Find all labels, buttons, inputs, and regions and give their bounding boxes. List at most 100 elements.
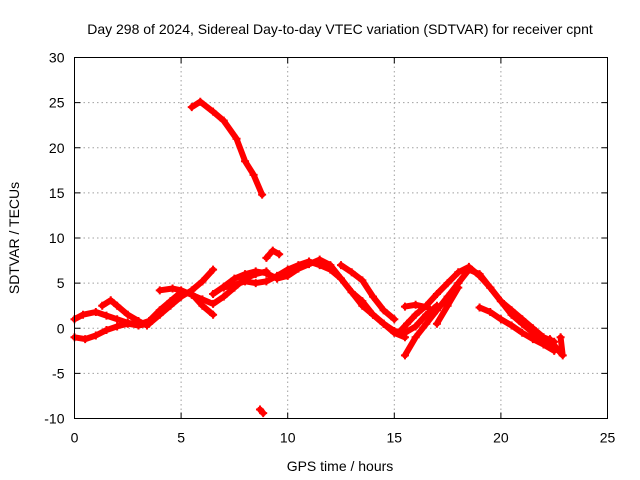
series-point — [368, 310, 377, 319]
series-point — [400, 333, 409, 342]
series-point — [411, 300, 420, 309]
series-point — [422, 310, 431, 319]
series-point — [113, 315, 122, 324]
x-tick-label: 15 — [387, 430, 403, 446]
series-point — [134, 317, 143, 326]
series-point — [187, 103, 196, 112]
series-point — [379, 306, 388, 315]
y-tick-label: 15 — [49, 185, 65, 201]
series-point — [241, 157, 250, 166]
series-point — [432, 289, 441, 298]
y-tick-label: 30 — [49, 50, 65, 66]
series-point — [155, 306, 164, 315]
y-tick-label: 0 — [57, 320, 65, 336]
series-point — [400, 302, 409, 311]
series-point — [91, 308, 100, 317]
series-point — [422, 319, 431, 328]
series-point — [113, 301, 122, 310]
series-point — [209, 265, 218, 274]
x-tick-label: 0 — [71, 430, 79, 446]
series-point — [79, 310, 88, 319]
series-point — [98, 301, 107, 310]
series-point — [424, 303, 433, 312]
y-tick-label: 20 — [49, 140, 65, 156]
series-point — [283, 265, 292, 274]
series-line-1 — [188, 98, 266, 198]
series-point — [507, 306, 516, 315]
series-point — [275, 250, 284, 259]
series-point — [496, 297, 505, 306]
chart-title: Day 298 of 2024, Sidereal Day-to-day VTE… — [87, 21, 593, 37]
x-axis-label: GPS time / hours — [287, 458, 394, 474]
series-point — [518, 315, 527, 324]
series-point — [102, 311, 111, 320]
series-point — [403, 319, 412, 328]
series-point — [539, 340, 548, 349]
series-point — [113, 322, 122, 331]
series-point — [552, 344, 561, 353]
series-point — [394, 328, 403, 337]
series-point — [443, 279, 452, 288]
series-point — [528, 324, 537, 333]
series-point — [209, 107, 218, 116]
series-point — [545, 335, 554, 344]
data-series — [70, 97, 567, 418]
series-point — [251, 279, 260, 288]
series-point — [232, 134, 241, 143]
series-point — [268, 246, 277, 255]
y-tick-label: -10 — [44, 411, 64, 427]
series-point — [486, 308, 495, 317]
series-point — [454, 283, 463, 292]
series-point — [411, 322, 420, 331]
series-point — [187, 290, 196, 299]
series-point — [262, 269, 271, 278]
grid-lines — [74, 57, 608, 419]
series-point — [432, 306, 441, 315]
series-point — [123, 310, 132, 319]
series-point — [249, 170, 258, 179]
series-point — [219, 292, 228, 301]
series-point — [539, 333, 548, 342]
series-point — [443, 301, 452, 310]
series-point — [558, 351, 567, 360]
series-point — [251, 267, 260, 276]
series-point — [315, 261, 324, 270]
series-point — [219, 283, 228, 292]
series-point — [337, 274, 345, 283]
series-point — [556, 333, 565, 342]
series-point — [81, 335, 90, 344]
y-axis-label: SDTVAR / TECUs — [6, 182, 22, 294]
series-point — [241, 277, 250, 286]
series-point — [347, 268, 356, 277]
series-point — [91, 331, 100, 340]
series-point — [486, 283, 495, 292]
series-point — [411, 310, 420, 319]
series-line-16 — [546, 334, 566, 359]
series-point — [358, 297, 367, 306]
series-line-7 — [210, 256, 440, 336]
series-point — [259, 409, 268, 418]
series-point — [475, 270, 484, 279]
y-tick-label: 5 — [57, 275, 65, 291]
series-point — [358, 276, 367, 285]
series-point — [196, 97, 205, 106]
series-point — [209, 299, 218, 308]
series-point — [294, 261, 303, 270]
series-point — [219, 116, 228, 125]
series-point — [209, 289, 218, 298]
series-point — [454, 268, 463, 277]
x-tick-label: 5 — [177, 430, 185, 446]
series-point — [400, 351, 409, 360]
series-point — [102, 326, 111, 335]
series-point — [262, 277, 271, 286]
series-point — [379, 319, 388, 328]
series-point — [305, 257, 314, 266]
series-point — [347, 288, 356, 297]
series-point — [106, 296, 115, 305]
y-tick-label: 10 — [49, 230, 65, 246]
x-tick-label: 10 — [280, 430, 296, 446]
series-point — [273, 271, 282, 280]
y-tick-label: 25 — [49, 95, 65, 111]
series-point — [390, 315, 399, 324]
series-point — [209, 310, 218, 319]
